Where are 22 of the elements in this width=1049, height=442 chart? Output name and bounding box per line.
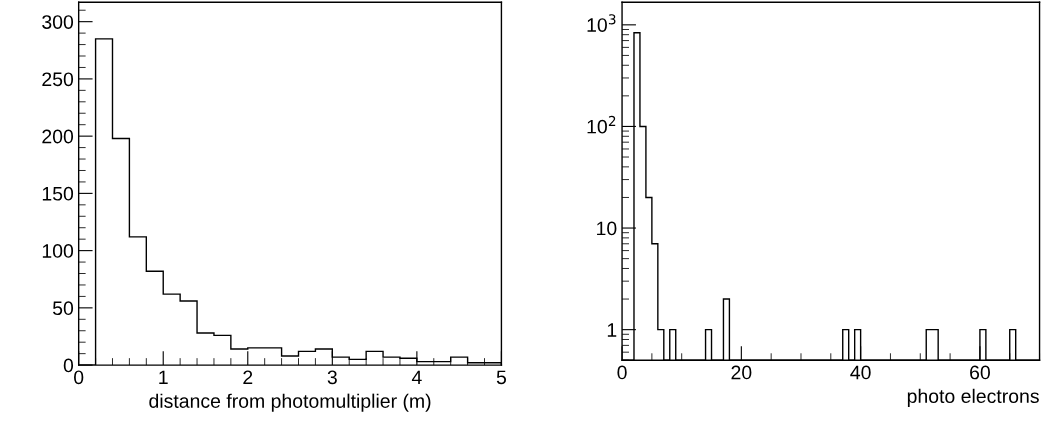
x-tick-label: 5: [496, 370, 507, 385]
x-tick-label: 0: [74, 370, 84, 385]
x-tick-label: 4: [411, 370, 422, 385]
y-tick-label: 10: [597, 221, 617, 236]
y-tick-label: 300: [42, 15, 74, 29]
x-tick-label: 0: [617, 365, 627, 380]
x-tick-label: 2: [243, 370, 253, 385]
y-tick-label: 100: [42, 244, 74, 258]
x-tick-label: 3: [327, 370, 337, 385]
x-axis-title: distance from photomultiplier (m): [149, 393, 431, 412]
x-tick-label: 20: [731, 365, 752, 380]
y-tick-label: 10$^{2}$: [587, 115, 616, 134]
x-tick-label: 40: [850, 365, 871, 380]
x-axis-title: photo electrons: [907, 388, 1039, 407]
y-tick-label: 1: [607, 323, 617, 337]
y-tick-label: 250: [42, 72, 74, 87]
y-tick-label: 150: [42, 186, 74, 201]
y-tick-label: 10$^{3}$: [587, 14, 616, 32]
x-tick-label: 60: [970, 365, 990, 380]
x-tick-label: 1: [159, 370, 168, 385]
y-tick-label: 200: [42, 129, 74, 144]
y-tick-label: 50: [52, 301, 74, 316]
